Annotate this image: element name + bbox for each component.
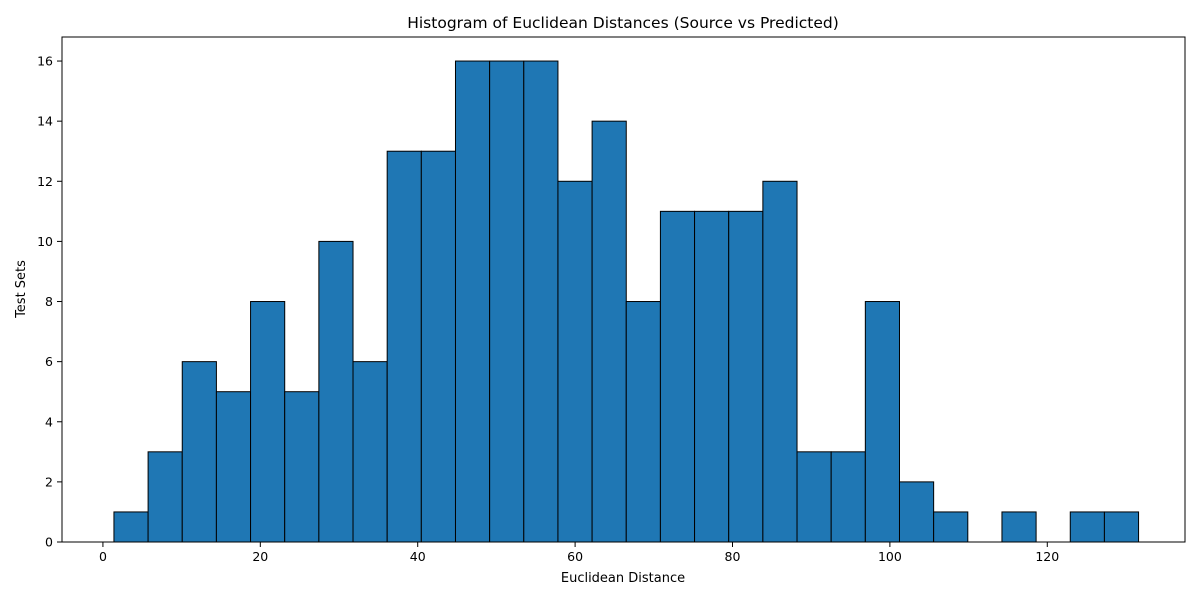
histogram-bar: [694, 210, 730, 543]
histogram-bar: [659, 210, 696, 543]
y-tick-label: 6: [45, 354, 53, 369]
histogram-bar: [420, 150, 456, 543]
histogram-bar: [386, 150, 422, 543]
x-tick-label: 120: [1035, 549, 1059, 564]
histogram-bar: [454, 60, 491, 543]
chart-title: Histogram of Euclidean Distances (Source…: [407, 14, 839, 32]
histogram-bar: [933, 511, 969, 543]
y-tick-label: 12: [37, 174, 53, 189]
x-tick-label: 0: [99, 549, 107, 564]
x-axis: 0 20 40 60 80 100 120: [99, 542, 1059, 564]
x-tick-label: 60: [567, 549, 583, 564]
histogram-bar: [215, 391, 252, 543]
bars-group: [113, 60, 1140, 543]
histogram-bar: [489, 60, 525, 543]
histogram-bar: [352, 361, 388, 543]
plot-frame: [61, 36, 1186, 543]
histogram-bar: [147, 451, 183, 543]
histogram-bar: [1001, 511, 1037, 543]
histogram-bar: [898, 481, 935, 543]
y-tick-label: 14: [37, 114, 53, 129]
histogram-bar: [728, 210, 764, 543]
histogram-bar: [181, 361, 217, 543]
histogram-bar: [250, 301, 286, 543]
histogram-bar: [1069, 511, 1105, 543]
histogram-bar: [591, 120, 627, 543]
histogram-bar: [523, 60, 559, 543]
histogram-bar: [830, 451, 866, 543]
y-tick-label: 2: [45, 474, 53, 489]
y-tick-label: 0: [45, 535, 53, 550]
x-tick-label: 80: [725, 549, 741, 564]
y-axis-label: Test Sets: [14, 260, 29, 319]
y-tick-label: 4: [45, 414, 53, 429]
x-tick-label: 40: [410, 549, 426, 564]
histogram-bar: [113, 511, 149, 543]
histogram-bar: [762, 180, 798, 543]
histogram-bar: [284, 391, 320, 543]
histogram-bar: [625, 301, 661, 543]
histogram-bar: [864, 301, 900, 543]
y-tick-label: 16: [37, 54, 53, 69]
y-tick-label: 8: [45, 294, 53, 309]
histogram-bar: [557, 180, 593, 543]
histogram-bar: [796, 451, 832, 543]
histogram-bar: [318, 240, 354, 543]
histogram-bar: [1103, 511, 1140, 543]
x-tick-label: 20: [252, 549, 268, 564]
x-tick-label: 100: [878, 549, 902, 564]
y-axis: 0 2 4 6 8 10 12 14 16: [37, 54, 62, 550]
x-axis-label: Euclidean Distance: [561, 571, 685, 586]
y-tick-label: 10: [37, 234, 53, 249]
